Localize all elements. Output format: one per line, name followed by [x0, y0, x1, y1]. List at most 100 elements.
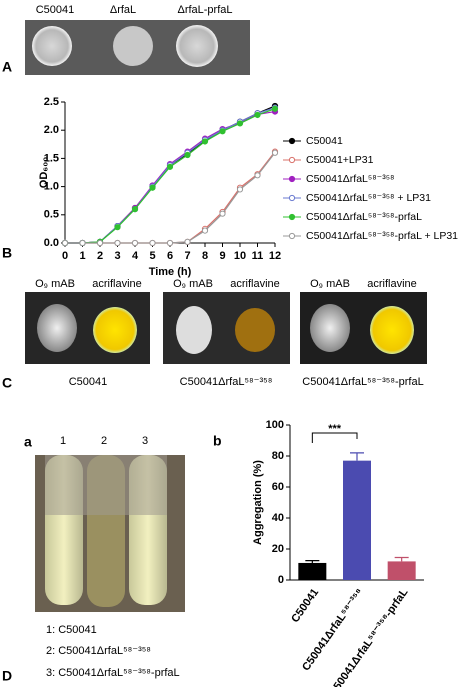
data-point — [236, 120, 244, 127]
y-tick-label: 2.0 — [44, 124, 59, 136]
legend-marker — [288, 213, 296, 221]
colony — [32, 26, 72, 66]
series-line — [65, 110, 276, 244]
x-tick-label: 7 — [184, 250, 190, 262]
x-tick-label: C50041ΔrfaL⁵⁸⁻³⁵⁸-prfaL — [327, 586, 411, 687]
photo-label: acriflavine — [367, 278, 417, 290]
legend-label: C50041 — [306, 135, 343, 147]
x-tick-label: 0 — [62, 250, 68, 262]
strain-label: ΔrfaL-prfaL — [177, 4, 232, 16]
legend-label: C50041ΔrfaL⁵⁸⁻³⁵⁸ + LP31 — [306, 192, 431, 204]
photo-label: acriflavine — [230, 278, 280, 290]
legend-marker — [288, 137, 296, 145]
photo-caption: C50041 — [69, 376, 108, 388]
y-tick-label: 80 — [272, 450, 284, 462]
tube-number: 3 — [142, 435, 148, 447]
data-point — [271, 149, 279, 156]
bar — [343, 460, 371, 580]
photo-label: O₉ mAB — [310, 278, 350, 290]
data-point — [271, 105, 279, 112]
data-point — [219, 210, 226, 217]
y-tick-label: 1.5 — [44, 152, 59, 164]
photo-label: O₉ mAB — [35, 278, 75, 290]
y-tick-label: 40 — [272, 512, 284, 524]
y-tick-label: 60 — [272, 481, 284, 493]
tube-number: 1 — [60, 435, 66, 447]
y-tick-label: 1.0 — [44, 181, 59, 193]
data-point — [166, 239, 174, 247]
series-line — [65, 105, 276, 244]
significance-label: *** — [328, 423, 342, 435]
legend-marker — [288, 194, 296, 202]
panel-letter: C — [2, 375, 12, 391]
panel-letter: B — [2, 245, 12, 261]
legend-marker — [288, 156, 296, 164]
panel-letter: D — [2, 668, 12, 684]
strain-label: ΔrfaL — [110, 4, 136, 16]
legend-marker — [288, 175, 296, 183]
x-tick-label: 9 — [219, 250, 225, 262]
error-bar — [305, 560, 320, 563]
legend-label: C50041ΔrfaL⁵⁸⁻³⁵⁸ — [306, 173, 395, 185]
data-point — [149, 239, 156, 247]
data-point — [114, 224, 121, 231]
x-axis-label: Time (h) — [149, 266, 192, 278]
data-point — [236, 186, 244, 193]
y-tick-label: 20 — [272, 543, 284, 555]
y-tick-label: 0.5 — [44, 209, 59, 221]
x-tick-label: 12 — [269, 250, 281, 262]
data-point — [166, 163, 174, 170]
data-point — [184, 151, 191, 159]
significance-bracket — [311, 432, 358, 443]
x-tick-label: 6 — [167, 250, 173, 262]
data-point — [96, 239, 104, 247]
colony — [113, 26, 153, 66]
y-tick-label: 0.0 — [44, 237, 59, 249]
strain-label: C50041 — [36, 4, 75, 16]
legend-label: C50041ΔrfaL⁵⁸⁻³⁵⁸-prfaL — [306, 211, 422, 223]
data-point — [184, 238, 191, 245]
tube-number: 2 — [101, 435, 107, 447]
photo-caption: C50041ΔrfaL⁵⁸⁻³⁵⁸-prfaL — [302, 376, 423, 388]
x-tick-label: 4 — [132, 250, 139, 262]
photo-panel — [25, 292, 427, 364]
x-tick-label: 5 — [149, 250, 155, 262]
x-tick-label: 8 — [202, 250, 208, 262]
data-point — [61, 239, 69, 247]
x-tick-label: 3 — [114, 250, 120, 262]
data-point — [201, 138, 209, 145]
y-axis-label: Aggregation (%) — [252, 460, 264, 545]
data-point — [79, 239, 86, 247]
photo-caption: C50041ΔrfaL⁵⁸⁻³⁵⁸ — [180, 376, 273, 388]
data-point — [201, 227, 209, 234]
y-axis-label: OD₆₀₀ — [38, 157, 50, 188]
series-line — [65, 107, 276, 244]
bar — [298, 562, 327, 580]
x-tick-label: C50041 — [289, 587, 321, 625]
data-point — [114, 239, 121, 247]
y-tick-label: 100 — [266, 419, 284, 431]
data-point — [131, 239, 139, 247]
tube-legend: 2: C50041ΔrfaL⁵⁸⁻³⁵⁸ — [46, 645, 151, 657]
photo-label: acriflavine — [92, 278, 142, 290]
panel-letter: b — [213, 433, 222, 449]
data-point — [254, 111, 261, 119]
tube-legend: 1: C50041 — [46, 624, 97, 636]
x-tick-label: 2 — [97, 250, 103, 262]
legend-marker — [288, 232, 296, 240]
photo-label: O₉ mAB — [173, 278, 213, 290]
panel-letter: A — [2, 59, 12, 75]
x-tick-label: 1 — [79, 250, 85, 262]
bar — [387, 561, 416, 580]
data-point — [219, 128, 226, 135]
error-bar — [350, 452, 364, 461]
legend-label: C50041+LP31 — [306, 154, 374, 166]
data-point — [254, 172, 261, 179]
tube-legend: 3: C50041ΔrfaL⁵⁸⁻³⁵⁸-prfaL — [46, 667, 180, 679]
data-point — [149, 184, 156, 191]
x-tick-label: 11 — [252, 250, 264, 262]
error-bar — [394, 556, 409, 562]
legend-label: C50041ΔrfaL⁵⁸⁻³⁵⁸-prfaL + LP31 — [306, 230, 458, 242]
series-line — [65, 108, 276, 244]
